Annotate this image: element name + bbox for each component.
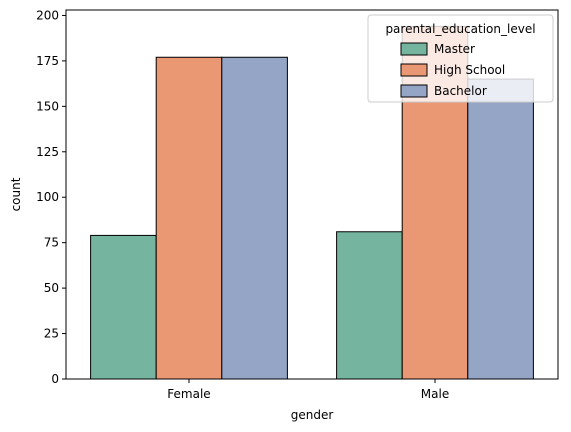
bar-male-master	[336, 231, 403, 380]
legend-swatch	[400, 84, 428, 98]
x-tick-label: Female	[167, 387, 210, 401]
y-axis: 0 25 50 75 100 125 150 175 200	[36, 8, 66, 386]
legend-entry-label: High School	[434, 63, 505, 77]
plot-frame	[65, 9, 559, 380]
legend-title: parental_education_level	[385, 22, 535, 36]
legend-swatch	[400, 42, 428, 56]
legend-entry-label: Master	[434, 42, 475, 56]
bar-female-master	[90, 234, 157, 380]
x-axis-label: gender	[291, 408, 334, 422]
legend-entry-label: Bachelor	[434, 84, 487, 98]
y-tick-label: 175	[36, 54, 59, 68]
y-tick-label: 25	[44, 327, 59, 341]
bar-male-bachelor	[467, 78, 534, 380]
bar-female-bachelor	[221, 56, 288, 380]
legend: parental_education_level Master High Scho…	[367, 14, 554, 103]
x-axis: Female Male	[167, 379, 449, 401]
y-tick-label: 50	[44, 281, 59, 295]
legend-items: Master High School Bachelor	[400, 42, 505, 98]
y-tick-label: 150	[36, 99, 59, 113]
x-tick-label: Male	[421, 387, 449, 401]
y-tick-label: 200	[36, 8, 59, 22]
y-tick-label: 125	[36, 145, 59, 159]
legend-box	[367, 14, 554, 103]
bar-female-high-school	[155, 56, 223, 380]
legend-swatch	[400, 63, 428, 77]
y-tick-label: 75	[44, 236, 59, 250]
y-tick-label: 100	[36, 190, 59, 204]
y-axis-label: count	[9, 177, 23, 211]
y-tick-label: 0	[51, 372, 59, 386]
